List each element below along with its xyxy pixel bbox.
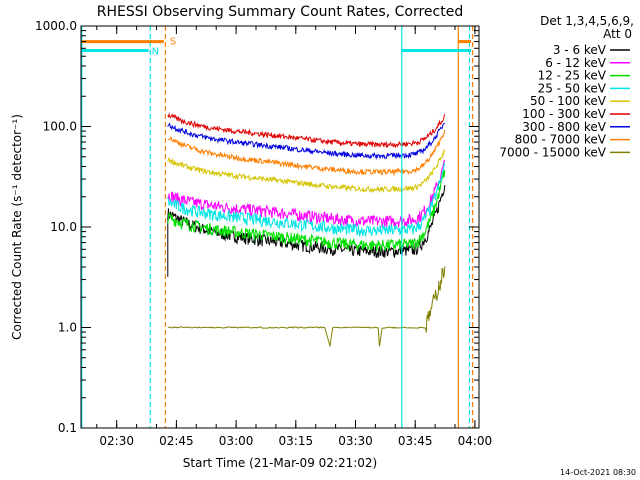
series-layer: [167, 112, 446, 347]
chart-title: RHESSI Observing Summary Count Rates, Co…: [97, 4, 463, 20]
x-tick-label: 04:00: [458, 434, 493, 448]
x-tick-label: 03:45: [398, 434, 433, 448]
y-tick-label: 0.1: [58, 421, 77, 435]
y-tick-label: 100.0: [43, 120, 77, 134]
x-tick-label: 03:30: [338, 434, 373, 448]
night-label: N: [152, 47, 159, 58]
series-line: [167, 148, 446, 194]
x-tick-label: 03:00: [219, 434, 254, 448]
saa-label: S: [170, 37, 176, 48]
x-tick-label: 02:30: [99, 434, 134, 448]
x-axis-label: Start Time (21-Mar-09 02:21:02): [183, 456, 377, 470]
marker-layer: SN: [81, 26, 474, 428]
y-tick-label: 1.0: [58, 321, 77, 335]
legend-label: 3 - 6 keV: [553, 43, 607, 57]
footer-date: 14-Oct-2021 08:30: [560, 468, 636, 477]
legend-header-line-2: Att 0: [603, 27, 632, 41]
series-line: [167, 129, 446, 177]
x-tick-label: 02:45: [159, 434, 194, 448]
y-tick-label: 1000.0: [35, 19, 77, 33]
legend-label: 800 - 7000 keV: [515, 133, 607, 147]
legend-label: 25 - 50 keV: [538, 81, 607, 95]
legend-label: 7000 - 15000 keV: [499, 145, 606, 159]
y-axis-label: Corrected Count Rate (s⁻¹ detector⁻¹): [10, 114, 24, 340]
x-tick-label: 03:15: [279, 434, 314, 448]
legend-label: 300 - 800 keV: [522, 120, 606, 134]
series-line: [167, 266, 446, 347]
series-line: [167, 162, 446, 237]
legend-label: 50 - 100 keV: [530, 94, 607, 108]
series-line: [167, 112, 446, 149]
series-line: [167, 122, 446, 161]
axis-layer: 0.1 1.0 10.0 100.0 1000.0 02:30 02:45 03:00 03:1…: [35, 19, 492, 448]
legend-label: 12 - 25 keV: [538, 69, 607, 83]
legend-header-line-1: Det 1,3,4,5,6,9,: [540, 14, 634, 28]
series-line: [167, 169, 446, 253]
legend-label: 6 - 12 keV: [545, 56, 607, 70]
legend-label: 100 - 300 keV: [522, 107, 606, 121]
series-line: [167, 159, 446, 228]
y-tick-label: 10.0: [50, 220, 77, 234]
